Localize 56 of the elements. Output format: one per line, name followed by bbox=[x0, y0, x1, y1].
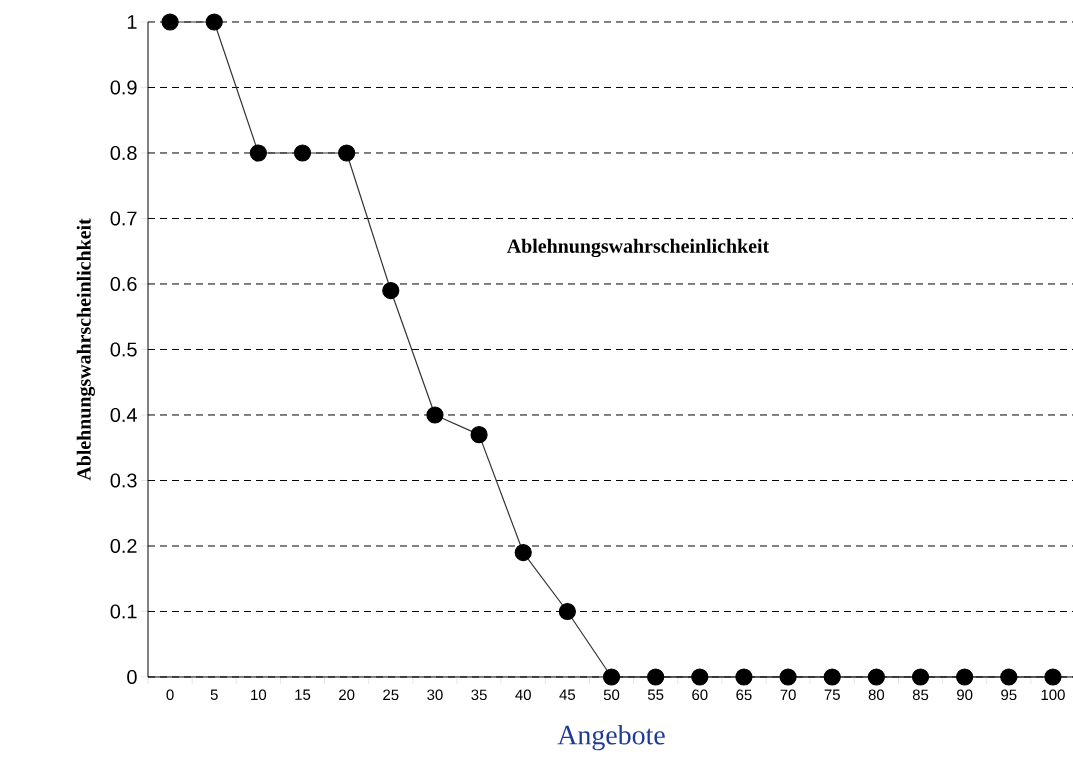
x-tick-label: 45 bbox=[559, 689, 576, 700]
x-tick-label: 70 bbox=[780, 689, 796, 701]
annotation: Ablehnungswahrscheinlichkeit bbox=[506, 238, 770, 258]
point bbox=[823, 668, 841, 686]
point bbox=[647, 668, 665, 686]
x-axis-title: Angebote bbox=[557, 724, 665, 751]
x-tick-label: 25 bbox=[383, 689, 399, 701]
x-tick-label: 75 bbox=[824, 689, 840, 700]
point bbox=[735, 668, 753, 686]
x-tick-label: 35 bbox=[471, 689, 487, 701]
x-tick-label: 60 bbox=[692, 689, 708, 701]
x-tick-label: 0 bbox=[166, 689, 174, 701]
point bbox=[514, 543, 532, 562]
point bbox=[602, 668, 621, 686]
x-tick-label: 100 bbox=[1041, 689, 1065, 701]
y-tick-label: 0.3 bbox=[110, 473, 137, 488]
x-tick-label: 30 bbox=[427, 689, 443, 701]
point bbox=[558, 602, 576, 621]
point bbox=[426, 406, 444, 424]
point bbox=[382, 281, 400, 300]
y-tick-label: 1 bbox=[127, 15, 137, 29]
point bbox=[205, 13, 223, 31]
x-tick-label: 40 bbox=[515, 689, 531, 701]
y-axis-title: Ablehnungswahrscheinlichkeit bbox=[76, 218, 95, 481]
x-tick-label: 15 bbox=[295, 689, 311, 700]
point bbox=[867, 668, 885, 686]
y-tick-label: 0.8 bbox=[110, 145, 137, 161]
x-tick-label: 65 bbox=[736, 689, 752, 701]
point bbox=[338, 144, 356, 162]
point bbox=[470, 426, 488, 444]
x-tick-label: 80 bbox=[868, 689, 885, 701]
point bbox=[249, 144, 267, 162]
y-tick-label: 0.2 bbox=[110, 538, 137, 554]
x-tick-label: 55 bbox=[647, 689, 664, 700]
point bbox=[293, 144, 312, 162]
point bbox=[691, 668, 709, 686]
x-tick-label: 10 bbox=[251, 689, 267, 701]
point bbox=[161, 13, 179, 31]
x-tick-label: 50 bbox=[603, 689, 620, 701]
y-tick-label: 0.1 bbox=[110, 604, 137, 619]
y-tick-label: 0.7 bbox=[110, 211, 137, 226]
y-tick-label: 0.4 bbox=[110, 407, 137, 423]
y-tick-label: 0.9 bbox=[110, 80, 137, 95]
x-tick-label: 95 bbox=[1001, 689, 1017, 701]
point bbox=[911, 668, 930, 686]
y-tick-label: 0.6 bbox=[110, 276, 137, 292]
x-tick-label: 85 bbox=[912, 689, 929, 701]
y-tick-label: 0 bbox=[127, 669, 137, 685]
x-tick-label: 20 bbox=[339, 689, 355, 701]
point bbox=[1000, 668, 1018, 686]
x-tick-label: 90 bbox=[957, 689, 973, 701]
point bbox=[779, 668, 797, 686]
point bbox=[1044, 668, 1062, 686]
point bbox=[956, 668, 974, 686]
x-tick-label: 5 bbox=[210, 689, 218, 700]
y-tick-label: 0.5 bbox=[110, 342, 137, 357]
